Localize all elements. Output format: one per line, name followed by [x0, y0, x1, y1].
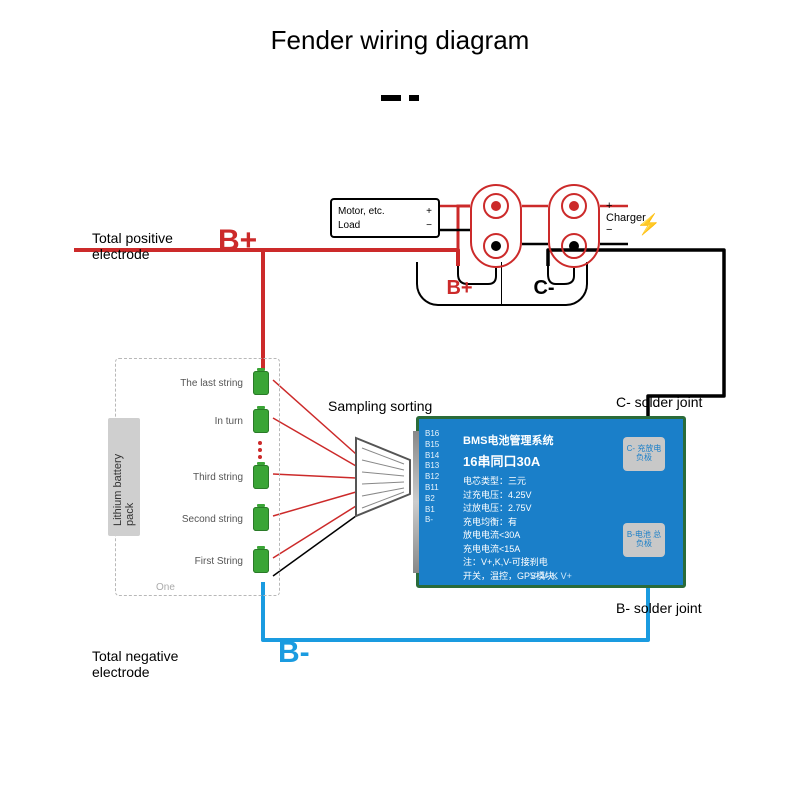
- bms-connector: [413, 431, 419, 573]
- bms-pad-b: B-电池 总负极: [623, 523, 665, 557]
- port-plus: [483, 193, 509, 219]
- cell-row: The last string: [158, 371, 269, 395]
- title-decoration: [381, 95, 419, 101]
- sample-connector: [352, 434, 414, 520]
- port-minus: [561, 233, 587, 259]
- port-pair-load: [470, 184, 522, 268]
- charger-icon: ⚡: [636, 212, 661, 237]
- diagram-canvas: Fender wiring diagram: [0, 0, 800, 800]
- label-total-negative: Total negative electrode: [92, 648, 178, 680]
- battery-cell: [253, 409, 269, 433]
- load-box: Motor, etc.+ Load−: [330, 198, 440, 238]
- b-plus-big: B+: [218, 224, 257, 258]
- battery-cell: [253, 371, 269, 395]
- battery-cell: [253, 549, 269, 573]
- label-sampling: Sampling sorting: [328, 398, 432, 414]
- battery-cell: [253, 507, 269, 531]
- bms-pin-labels: B16B15 B14B13 B12 B11 B2 B1B-: [425, 429, 439, 526]
- label-c-solder: C- solder joint: [616, 394, 702, 410]
- battery-cell: [253, 465, 269, 489]
- port-plus: [561, 193, 587, 219]
- b-minus-big: B-: [278, 636, 310, 670]
- label-total-positive: Total positive electrode: [92, 230, 173, 262]
- bms-pad-c: C- 充放电 负极: [623, 437, 665, 471]
- page-title: Fender wiring diagram: [0, 25, 800, 56]
- one-label: One: [156, 582, 175, 593]
- cell-row: In turn: [158, 409, 269, 433]
- battery-pack: Lithium battery pack The last string In …: [115, 358, 280, 596]
- cell-row: Third string: [158, 465, 269, 489]
- port-pair-charger: [548, 184, 600, 268]
- terminal-c-minus: C-: [502, 262, 586, 304]
- bms-footer: V- V- K V+: [419, 571, 683, 581]
- port-minus: [483, 233, 509, 259]
- bms-board: B16B15 B14B13 B12 B11 B2 B1B- BMS电池管理系统 …: [416, 416, 686, 588]
- terminal-b-plus: B+: [418, 262, 502, 304]
- label-b-solder: B- solder joint: [616, 600, 702, 616]
- bms-text: BMS电池管理系统 16串同口30A 电芯类型：三元过充电压：4.25V 过放电…: [463, 433, 623, 583]
- pack-label: Lithium battery pack: [108, 418, 140, 536]
- cell-row: First String: [158, 549, 269, 573]
- terminal-block: B+ C-: [416, 262, 588, 306]
- cell-row: Second string: [158, 507, 269, 531]
